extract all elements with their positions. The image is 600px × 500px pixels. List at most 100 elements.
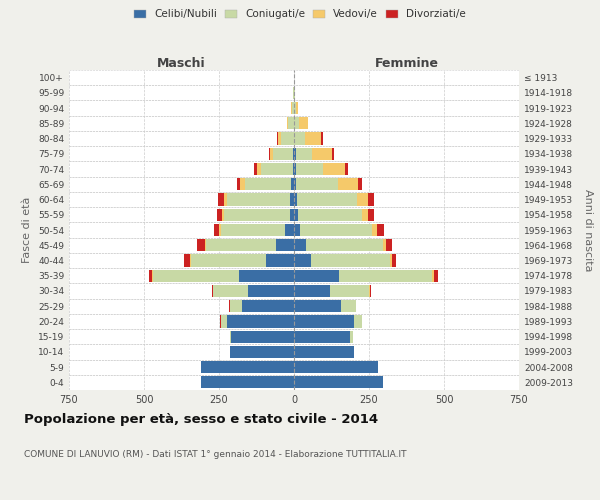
Bar [294, 178, 296, 190]
Bar [265, 254, 294, 266]
Bar [293, 148, 294, 160]
Bar [213, 285, 248, 297]
Bar [294, 208, 298, 221]
Bar [231, 330, 294, 343]
Bar [294, 285, 330, 297]
Bar [254, 163, 257, 175]
Bar [370, 285, 371, 297]
Bar [392, 254, 396, 266]
Bar [257, 163, 261, 175]
Text: Popolazione per età, sesso e stato civile - 2014: Popolazione per età, sesso e stato civil… [24, 412, 378, 426]
Bar [222, 208, 223, 221]
Bar [383, 239, 386, 252]
Bar [184, 254, 190, 266]
Bar [296, 163, 323, 175]
Bar [293, 87, 294, 99]
Bar [357, 194, 367, 205]
Bar [214, 224, 219, 236]
Bar [223, 208, 290, 221]
Bar [294, 224, 300, 236]
Bar [240, 178, 245, 190]
Bar [285, 224, 294, 236]
Bar [248, 285, 294, 297]
Bar [432, 270, 433, 282]
Bar [390, 254, 392, 266]
Bar [287, 117, 288, 130]
Bar [294, 102, 296, 114]
Bar [354, 316, 361, 328]
Bar [149, 270, 152, 282]
Bar [191, 254, 265, 266]
Bar [229, 300, 241, 312]
Bar [291, 102, 292, 114]
Bar [367, 194, 373, 205]
Bar [220, 316, 221, 328]
Bar [330, 285, 369, 297]
Bar [153, 270, 239, 282]
Bar [296, 178, 338, 190]
Bar [294, 361, 378, 373]
Text: Femmine: Femmine [374, 57, 439, 70]
Bar [372, 224, 377, 236]
Bar [341, 300, 355, 312]
Bar [152, 270, 153, 282]
Bar [221, 316, 227, 328]
Bar [433, 270, 438, 282]
Bar [362, 208, 368, 221]
Bar [294, 87, 295, 99]
Bar [221, 224, 285, 236]
Bar [294, 194, 297, 205]
Bar [293, 163, 294, 175]
Bar [201, 376, 294, 388]
Bar [245, 178, 291, 190]
Bar [345, 163, 348, 175]
Bar [294, 117, 299, 130]
Y-axis label: Fasce di età: Fasce di età [22, 197, 32, 263]
Bar [212, 285, 213, 297]
Bar [227, 194, 290, 205]
Bar [312, 148, 331, 160]
Bar [294, 300, 341, 312]
Bar [294, 330, 349, 343]
Bar [205, 239, 276, 252]
Bar [269, 148, 270, 160]
Bar [296, 102, 298, 114]
Bar [355, 300, 356, 312]
Bar [197, 239, 205, 252]
Text: COMUNE DI LANUVIO (RM) - Dati ISTAT 1° gennaio 2014 - Elaborazione TUTTITALIA.IT: COMUNE DI LANUVIO (RM) - Dati ISTAT 1° g… [24, 450, 407, 459]
Bar [290, 194, 294, 205]
Bar [201, 361, 294, 373]
Bar [297, 194, 357, 205]
Bar [294, 239, 306, 252]
Bar [321, 132, 323, 144]
Bar [306, 239, 383, 252]
Legend: Celibi/Nubili, Coniugati/e, Vedovi/e, Divorziati/e: Celibi/Nubili, Coniugati/e, Vedovi/e, Di… [130, 5, 470, 24]
Text: Maschi: Maschi [157, 57, 206, 70]
Bar [294, 316, 354, 328]
Bar [294, 376, 383, 388]
Bar [273, 148, 293, 160]
Bar [229, 346, 294, 358]
Bar [227, 316, 294, 328]
Bar [288, 117, 294, 130]
Bar [323, 163, 345, 175]
Bar [299, 117, 308, 130]
Bar [294, 254, 311, 266]
Bar [294, 148, 296, 160]
Bar [300, 224, 372, 236]
Bar [270, 148, 273, 160]
Bar [291, 178, 294, 190]
Bar [377, 224, 384, 236]
Bar [190, 254, 191, 266]
Bar [277, 132, 281, 144]
Bar [229, 330, 231, 343]
Bar [294, 346, 354, 358]
Bar [358, 178, 361, 190]
Bar [305, 132, 321, 144]
Bar [294, 270, 339, 282]
Bar [294, 163, 296, 175]
Bar [241, 300, 294, 312]
Bar [296, 148, 312, 160]
Y-axis label: Anni di nascita: Anni di nascita [583, 188, 593, 271]
Bar [338, 178, 358, 190]
